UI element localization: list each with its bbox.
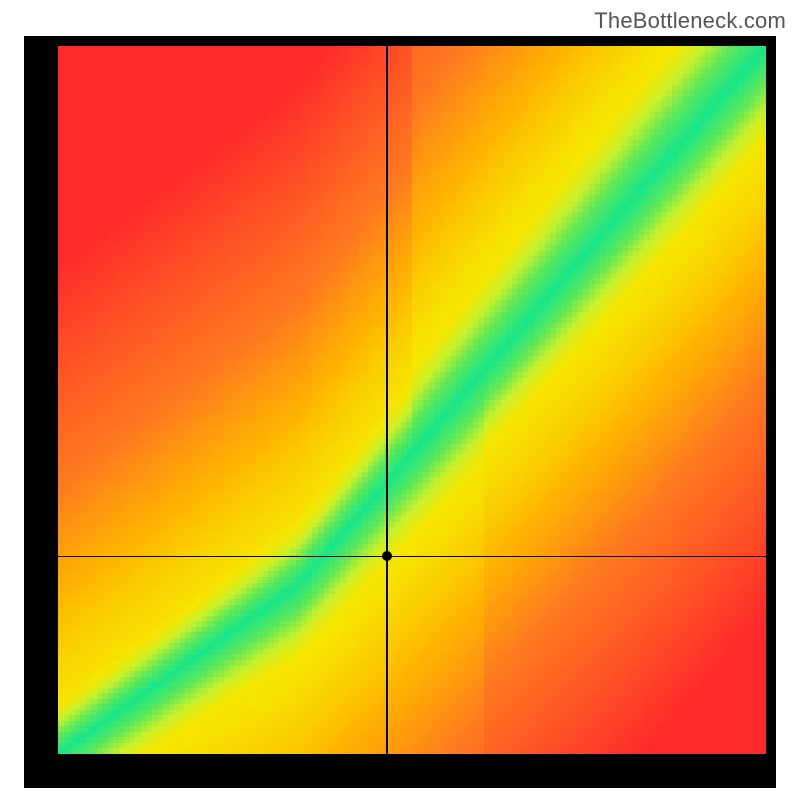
crosshair-horizontal [58, 556, 766, 558]
heatmap-canvas [58, 46, 766, 754]
page-root: TheBottleneck.com [0, 0, 800, 800]
watermark-text: TheBottleneck.com [594, 8, 786, 34]
crosshair-vertical [386, 46, 388, 754]
chart-frame [24, 36, 776, 788]
heatmap-plot [58, 46, 766, 754]
crosshair-marker [382, 551, 392, 561]
